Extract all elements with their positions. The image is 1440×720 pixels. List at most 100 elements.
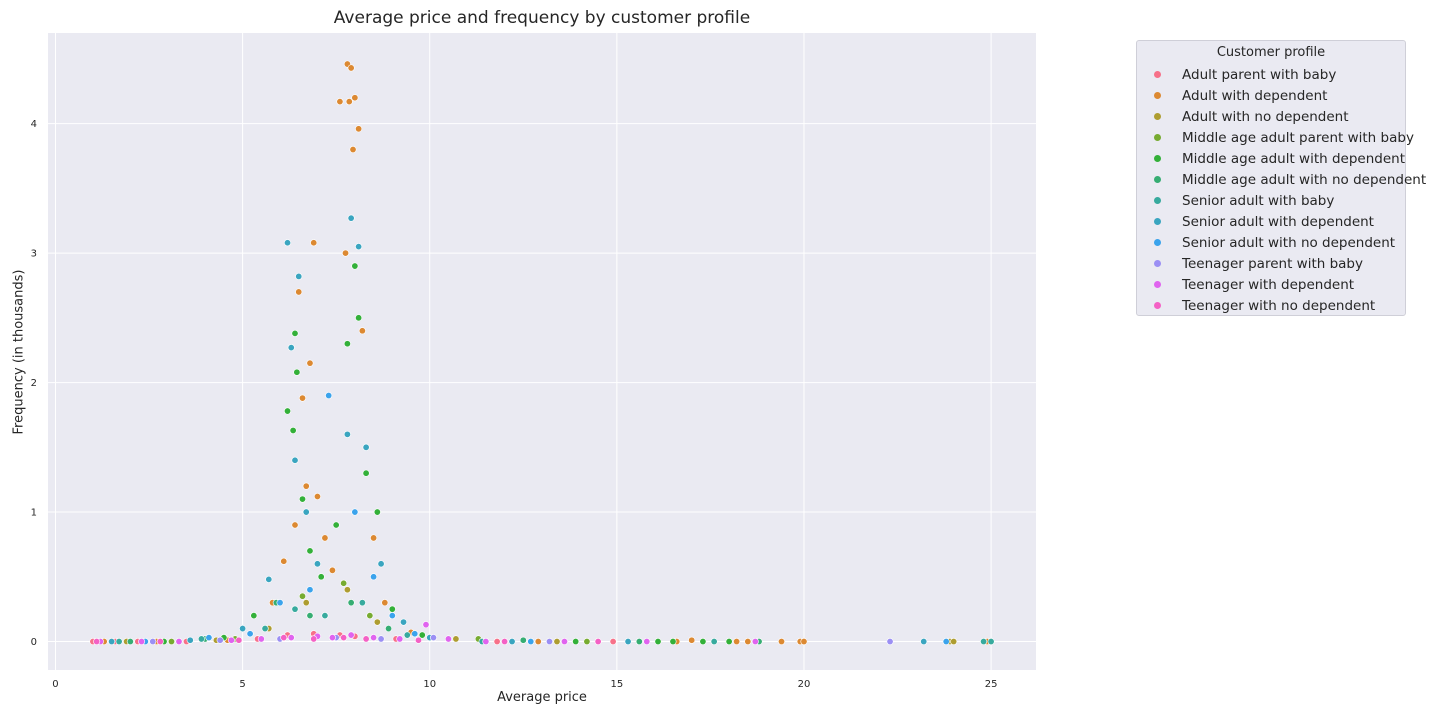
y-tick-label: 2 bbox=[31, 378, 37, 389]
data-point bbox=[306, 359, 314, 367]
data-point bbox=[362, 443, 370, 451]
data-point bbox=[366, 612, 374, 620]
data-point bbox=[306, 586, 314, 594]
data-point bbox=[373, 508, 381, 516]
data-point bbox=[654, 638, 662, 646]
x-tick-label: 20 bbox=[798, 679, 811, 690]
data-point bbox=[291, 521, 299, 529]
legend-item: Middle age adult with no dependent bbox=[1137, 169, 1426, 190]
data-point bbox=[291, 329, 299, 337]
data-point bbox=[126, 638, 134, 646]
data-point bbox=[280, 634, 288, 642]
data-point bbox=[980, 638, 988, 646]
legend-marker bbox=[1154, 176, 1161, 183]
data-point bbox=[347, 64, 355, 72]
data-point bbox=[942, 638, 950, 646]
data-point bbox=[381, 599, 389, 607]
data-point bbox=[635, 638, 643, 646]
data-point bbox=[197, 635, 205, 643]
data-point bbox=[313, 493, 321, 501]
data-point bbox=[710, 638, 718, 646]
data-point bbox=[328, 634, 336, 642]
data-point bbox=[340, 579, 348, 587]
data-point bbox=[572, 638, 580, 646]
data-point bbox=[429, 634, 437, 642]
legend-marker bbox=[1154, 113, 1161, 120]
data-point bbox=[138, 638, 146, 646]
legend-label: Middle age adult with no dependent bbox=[1182, 171, 1427, 188]
data-point bbox=[332, 521, 340, 529]
data-point bbox=[284, 239, 292, 247]
data-point bbox=[444, 635, 452, 643]
data-point bbox=[482, 638, 490, 646]
x-axis-label: Average price bbox=[497, 690, 587, 705]
y-axis-label: Frequency (in thousands) bbox=[11, 269, 27, 435]
data-point bbox=[373, 618, 381, 626]
data-points bbox=[89, 60, 995, 646]
data-point bbox=[115, 638, 123, 646]
data-point bbox=[291, 605, 299, 613]
data-point bbox=[396, 635, 404, 643]
data-point bbox=[306, 547, 314, 555]
legend-item: Middle age adult parent with baby bbox=[1137, 127, 1414, 148]
data-point bbox=[317, 573, 325, 581]
data-point bbox=[325, 392, 333, 400]
y-tick-label: 1 bbox=[31, 508, 37, 519]
data-point bbox=[560, 638, 568, 646]
series-adult-with-no-dependent bbox=[123, 586, 958, 646]
data-point bbox=[342, 249, 350, 257]
data-point bbox=[501, 638, 509, 646]
data-point bbox=[355, 125, 363, 133]
data-point bbox=[351, 262, 359, 270]
data-point bbox=[886, 638, 894, 646]
legend-label: Teenager parent with baby bbox=[1182, 255, 1363, 272]
series-teenager-with-no-dependent bbox=[93, 634, 602, 646]
legend-label: Teenager with dependent bbox=[1182, 276, 1355, 293]
data-point bbox=[216, 636, 224, 644]
x-tick-label: 10 bbox=[423, 679, 436, 690]
data-point bbox=[358, 599, 366, 607]
data-point bbox=[688, 636, 696, 644]
data-point bbox=[321, 612, 329, 620]
series-senior-adult-with-no-dependent bbox=[141, 392, 950, 646]
data-point bbox=[414, 636, 422, 644]
y-tick-label: 4 bbox=[31, 119, 37, 130]
data-point bbox=[385, 625, 393, 633]
data-point bbox=[336, 98, 344, 106]
data-point bbox=[370, 534, 378, 542]
data-point bbox=[284, 407, 292, 415]
x-axis-ticks: 0 5 10 15 20 25 bbox=[52, 679, 997, 690]
data-point bbox=[362, 635, 370, 643]
data-point bbox=[293, 368, 301, 376]
legend-item: Senior adult with baby bbox=[1137, 190, 1334, 211]
y-axis-ticks: 0 1 2 3 4 bbox=[31, 119, 37, 648]
data-point bbox=[545, 638, 553, 646]
data-point bbox=[377, 635, 385, 643]
data-point bbox=[669, 638, 677, 646]
data-point bbox=[310, 239, 318, 247]
data-point bbox=[583, 638, 591, 646]
data-point bbox=[168, 638, 176, 646]
data-point bbox=[388, 605, 396, 613]
data-point bbox=[493, 638, 501, 646]
data-point bbox=[800, 638, 808, 646]
legend-item: Teenager parent with baby bbox=[1137, 253, 1363, 274]
legend-item: Teenager with dependent bbox=[1137, 274, 1354, 295]
data-point bbox=[287, 344, 295, 352]
data-point bbox=[276, 599, 284, 607]
legend-label: Middle age adult parent with baby bbox=[1182, 129, 1414, 146]
data-point bbox=[699, 638, 707, 646]
data-point bbox=[594, 638, 602, 646]
legend: Customer profile Adult parent with baby A… bbox=[1136, 40, 1426, 316]
data-point bbox=[175, 638, 183, 646]
data-point bbox=[355, 314, 363, 322]
data-point bbox=[321, 534, 329, 542]
data-point bbox=[340, 634, 348, 642]
data-point bbox=[370, 573, 378, 581]
data-point bbox=[744, 638, 752, 646]
data-point bbox=[351, 94, 359, 102]
legend-marker bbox=[1154, 197, 1161, 204]
data-point bbox=[261, 625, 269, 633]
data-point bbox=[295, 288, 303, 296]
data-point bbox=[643, 638, 651, 646]
